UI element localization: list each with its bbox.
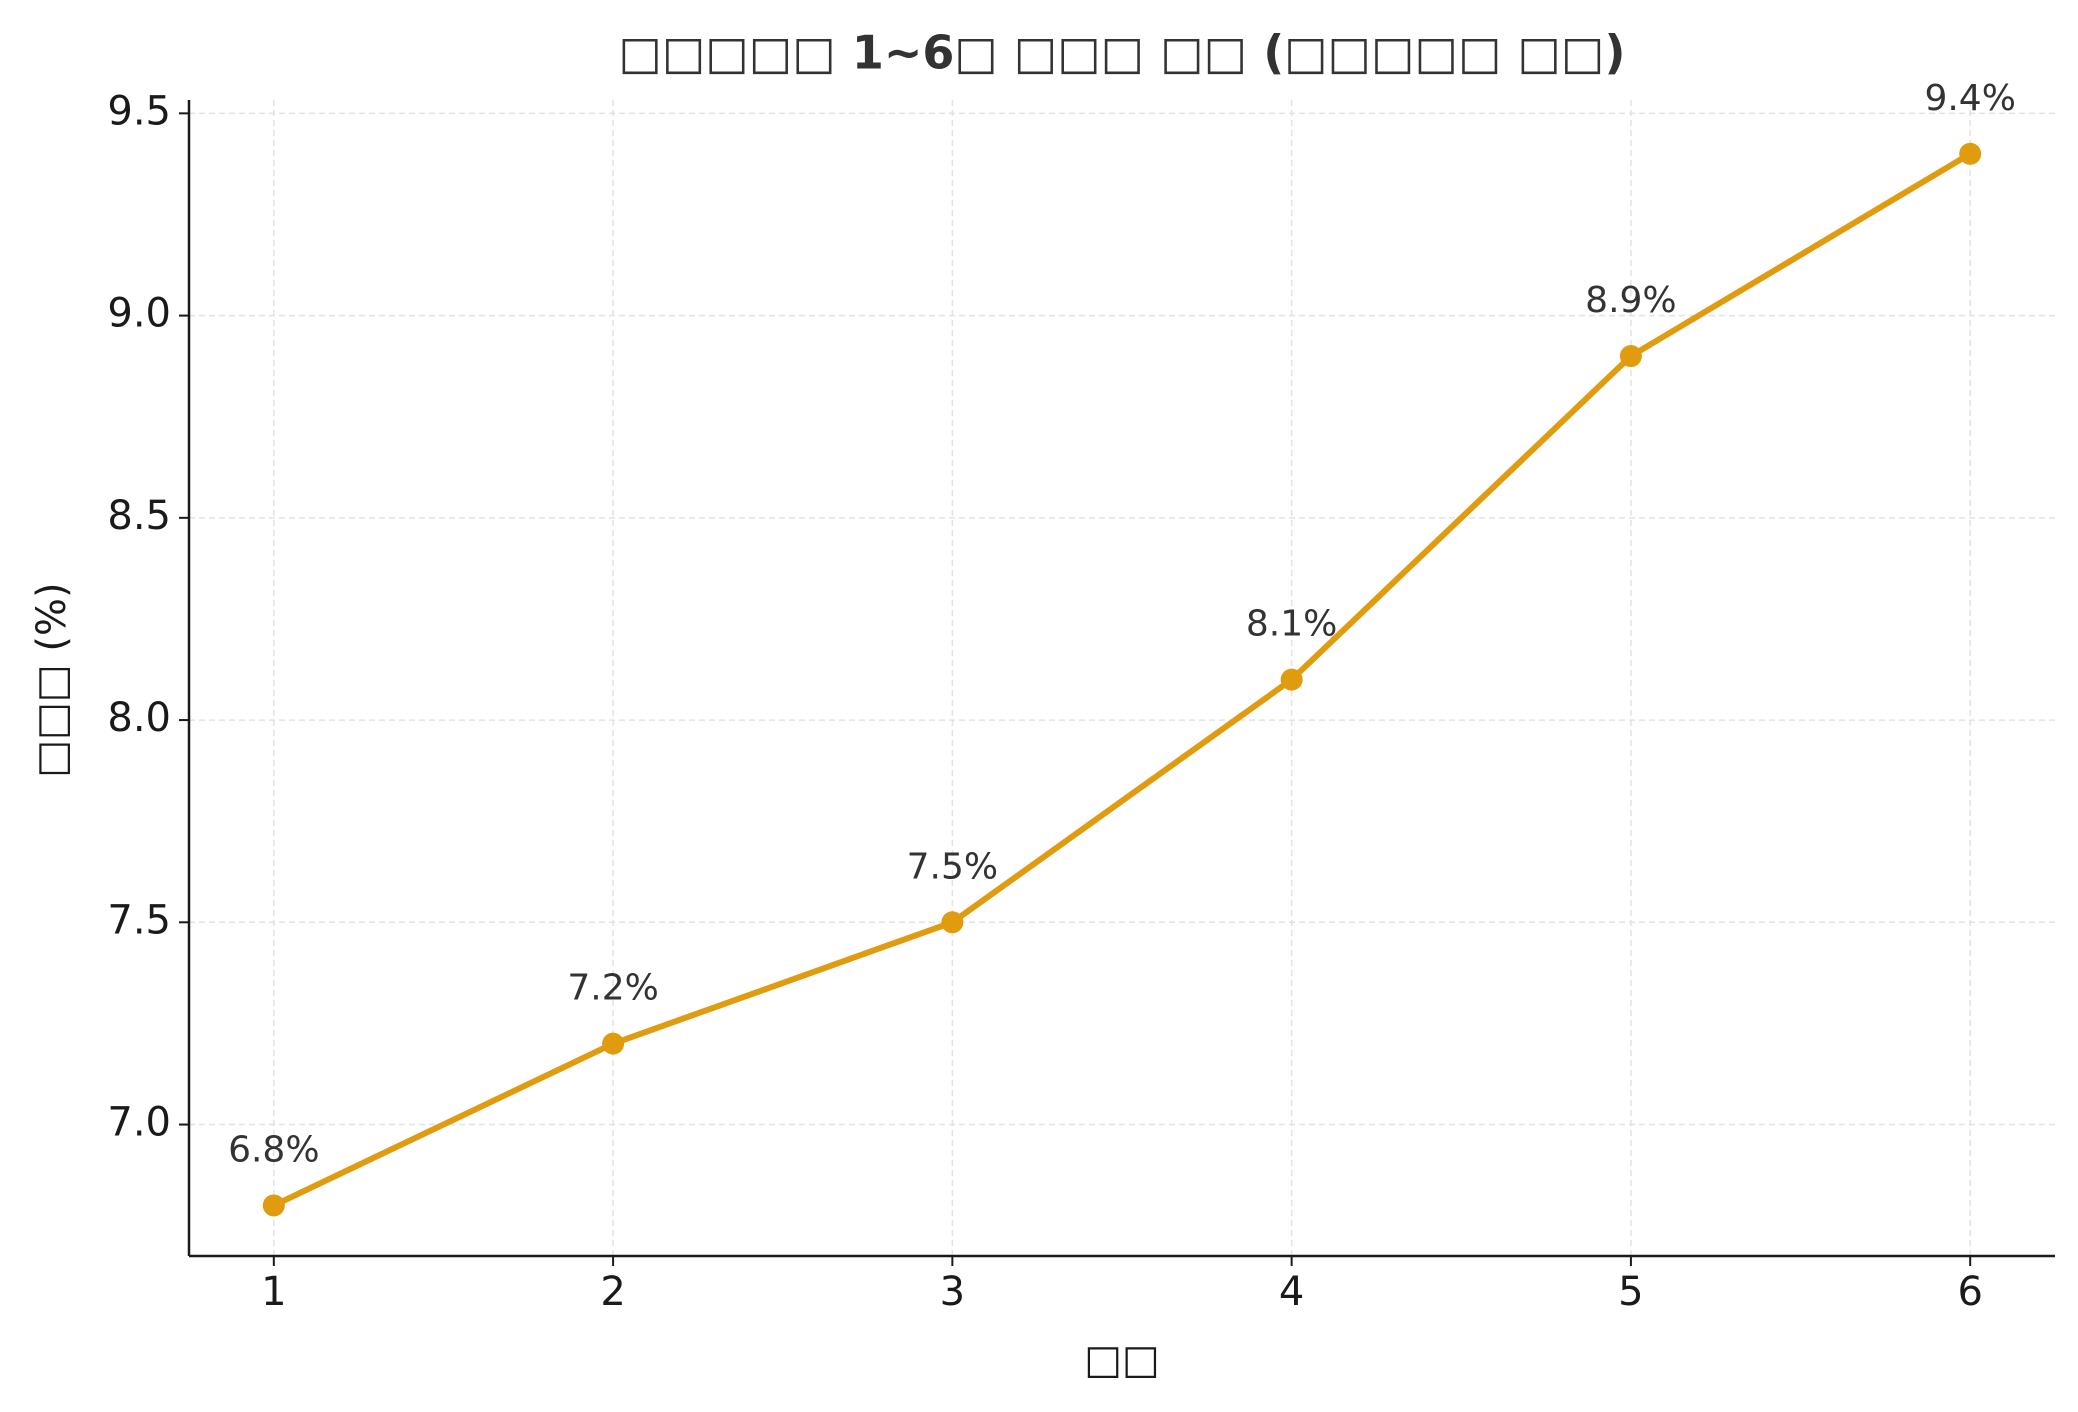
chart-title: □□□□□ 1~6□ □□□ □□ (□□□□□ □□) bbox=[619, 26, 1626, 80]
value-label: 7.5% bbox=[907, 846, 998, 887]
x-tick-label: 4 bbox=[1279, 1269, 1304, 1315]
value-label: 9.4% bbox=[1924, 78, 2015, 119]
value-label: 6.8% bbox=[228, 1129, 319, 1170]
data-point bbox=[1619, 345, 1642, 368]
data-point bbox=[602, 1032, 625, 1055]
x-tick-label: 3 bbox=[940, 1269, 965, 1315]
y-tick-label: 7.0 bbox=[107, 1100, 171, 1146]
x-tick-label: 5 bbox=[1618, 1269, 1643, 1315]
data-line bbox=[272, 151, 1972, 1209]
y-tick-label: 9.0 bbox=[107, 291, 171, 337]
value-label: 8.9% bbox=[1585, 280, 1676, 321]
y-tick-label: 9.5 bbox=[107, 88, 171, 134]
data-point bbox=[1959, 142, 1982, 165]
y-axis-label: □□□ (%) bbox=[29, 582, 75, 777]
y-tick-label: 8.5 bbox=[107, 493, 171, 539]
x-tick-label: 6 bbox=[1957, 1269, 1982, 1315]
x-tick-label: 2 bbox=[600, 1269, 625, 1315]
data-point bbox=[262, 1194, 285, 1217]
data-point bbox=[1280, 668, 1303, 691]
y-tick-label: 7.5 bbox=[107, 897, 171, 943]
data-point bbox=[941, 911, 964, 934]
x-axis-label: □□ bbox=[1084, 1337, 1160, 1383]
y-tick-label: 8.0 bbox=[107, 695, 171, 741]
value-label: 8.1% bbox=[1246, 604, 1337, 645]
value-label: 7.2% bbox=[567, 968, 658, 1009]
x-tick-label: 1 bbox=[261, 1269, 286, 1315]
